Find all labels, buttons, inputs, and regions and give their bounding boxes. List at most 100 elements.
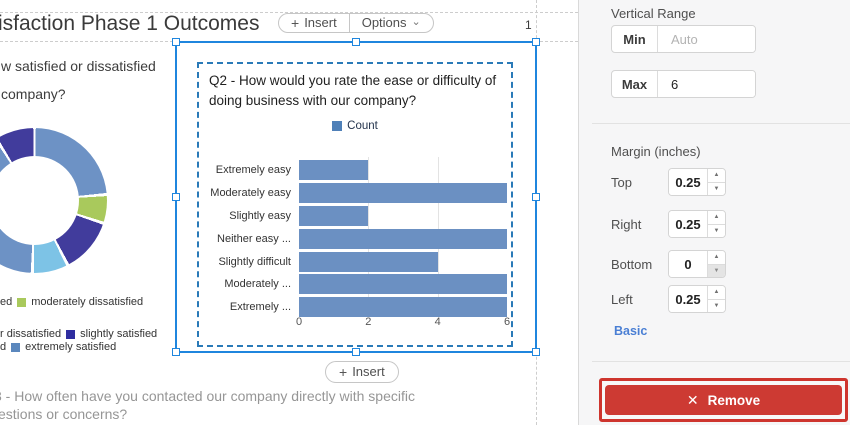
insert-button-bottom[interactable]: + Insert (325, 361, 399, 383)
stepper-down-icon[interactable]: ▼ (708, 299, 725, 312)
donut-legend-row: ed moderately dissatisfied (0, 296, 143, 308)
chevron-down-icon: ⌄ (411, 16, 421, 28)
margin-stepper: ▲▼ (668, 250, 726, 278)
report-title: isfaction Phase 1 Outcomes (0, 12, 260, 35)
bar-category-label: Slightly difficult (218, 255, 291, 268)
max-input[interactable] (658, 71, 755, 97)
margin-label: Left (611, 291, 633, 307)
remove-button-label: Remove (707, 392, 761, 408)
bar-category-label: Moderately easy (210, 187, 291, 200)
selection-handle-sw[interactable] (172, 348, 180, 356)
margin-label: Top (611, 174, 632, 190)
margin-value-input[interactable] (669, 211, 707, 237)
max-label: Max (612, 71, 658, 97)
page-number: 1 (525, 18, 532, 32)
margin-row-left: Left ▲▼ (611, 285, 756, 313)
min-input[interactable] (658, 26, 755, 52)
donut-hole (0, 156, 79, 245)
bar (299, 274, 507, 295)
legend-label: slightly satisfied (80, 328, 158, 340)
x-tick-label: 6 (503, 316, 511, 328)
legend-text-fragment: d (0, 341, 7, 353)
panel-divider (592, 361, 850, 362)
selection-handle-nw[interactable] (172, 38, 180, 46)
chart-element-q2[interactable]: Q2 - How would you rate the ease or diff… (197, 62, 513, 347)
legend-swatch (17, 297, 27, 307)
settings-panel: Vertical Range Min Max Margin (inches) T… (578, 0, 850, 425)
margin-value-input[interactable] (669, 286, 707, 312)
min-label: Min (612, 26, 658, 52)
bar-row: Slightly difficult (199, 250, 511, 273)
count-legend-swatch (332, 121, 343, 131)
margin-label: Bottom (611, 256, 653, 272)
margin-row-top: Top ▲▼ (611, 168, 756, 196)
chart-legend: Count (199, 120, 511, 132)
stepper-up-icon[interactable]: ▲ (708, 286, 725, 300)
bar (299, 205, 369, 226)
margin-stepper: ▲▼ (668, 168, 726, 196)
stepper-down-icon[interactable]: ▼ (708, 182, 725, 195)
margin-stepper: ▲▼ (668, 210, 726, 238)
legend-label: moderately dissatisfied (31, 296, 144, 308)
bar-row: Moderately easy (199, 182, 511, 205)
bar (299, 297, 507, 318)
options-button-label: Options (361, 15, 407, 30)
margin-value-input[interactable] (669, 169, 707, 195)
margin-row-bottom: Bottom ▲▼ (611, 250, 756, 278)
legend-swatch (66, 329, 76, 339)
bar-row: Extremely ... (199, 296, 511, 319)
vertical-range-label: Vertical Range (611, 6, 696, 21)
bar-row: Neither easy ... (199, 227, 511, 250)
insert-button-bottom-label: Insert (352, 364, 385, 379)
bar (299, 251, 438, 272)
bar-category-label: Moderately ... (224, 278, 291, 291)
stepper-up-icon[interactable]: ▲ (708, 251, 725, 265)
x-tick-label: 4 (434, 316, 441, 328)
margin-stepper: ▲▼ (668, 285, 726, 313)
legend-label: extremely satisfied (25, 341, 117, 353)
basic-link[interactable]: Basic (614, 324, 648, 338)
remove-x-icon: ✕ (686, 391, 699, 408)
question3-text-line1: 3 - How often have you contacted our com… (0, 388, 415, 404)
selection-handle-n[interactable] (352, 38, 360, 46)
bar (299, 228, 507, 249)
selection-handle-w[interactable] (172, 193, 180, 201)
min-input-group: Min (611, 25, 756, 53)
remove-button-highlight: ✕ Remove (599, 378, 848, 422)
selection-handle-ne[interactable] (532, 38, 540, 46)
remove-button[interactable]: ✕ Remove (605, 385, 842, 415)
panel-divider (592, 123, 850, 124)
legend-text-fragment: ed (0, 296, 13, 308)
plus-icon: + (291, 15, 300, 31)
page-guide-top (0, 12, 578, 13)
options-button[interactable]: Options ⌄ (348, 14, 433, 32)
legend-swatch (11, 342, 21, 352)
plus-icon: + (339, 364, 348, 380)
margin-value-input[interactable] (669, 251, 707, 277)
stepper-up-icon[interactable]: ▲ (708, 211, 725, 225)
question1-text-line2: company? (1, 86, 66, 102)
x-tick-label: 2 (365, 316, 372, 328)
bar-row: Extremely easy (199, 159, 511, 182)
margin-section-label: Margin (inches) (611, 144, 701, 159)
bar-category-label: Extremely ... (229, 301, 291, 314)
question1-text-line1: w satisfied or dissatisfied (1, 58, 156, 74)
max-input-group: Max (611, 70, 756, 98)
bar-category-label: Extremely easy (215, 164, 291, 177)
chart-title: Q2 - How would you rate the ease or diff… (209, 73, 497, 108)
bar-row: Moderately ... (199, 273, 511, 296)
selection-handle-e[interactable] (532, 193, 540, 201)
bar-row: Slightly easy (199, 205, 511, 228)
stepper-up-icon[interactable]: ▲ (708, 169, 725, 183)
selection-handle-s[interactable] (352, 348, 360, 356)
stepper-down-icon[interactable]: ▼ (708, 224, 725, 237)
insert-button-top[interactable]: + Insert (279, 14, 349, 32)
selection-handle-se[interactable] (532, 348, 540, 356)
legend-text-fragment: r dissatisfied (0, 328, 62, 340)
count-legend-label: Count (347, 120, 378, 132)
stepper-down-icon[interactable]: ▼ (708, 264, 725, 277)
donut-chart[interactable] (0, 128, 107, 273)
bar-plot: Extremely easy Moderately easy Slightly ea… (199, 159, 511, 319)
insert-button-label: Insert (304, 15, 337, 30)
